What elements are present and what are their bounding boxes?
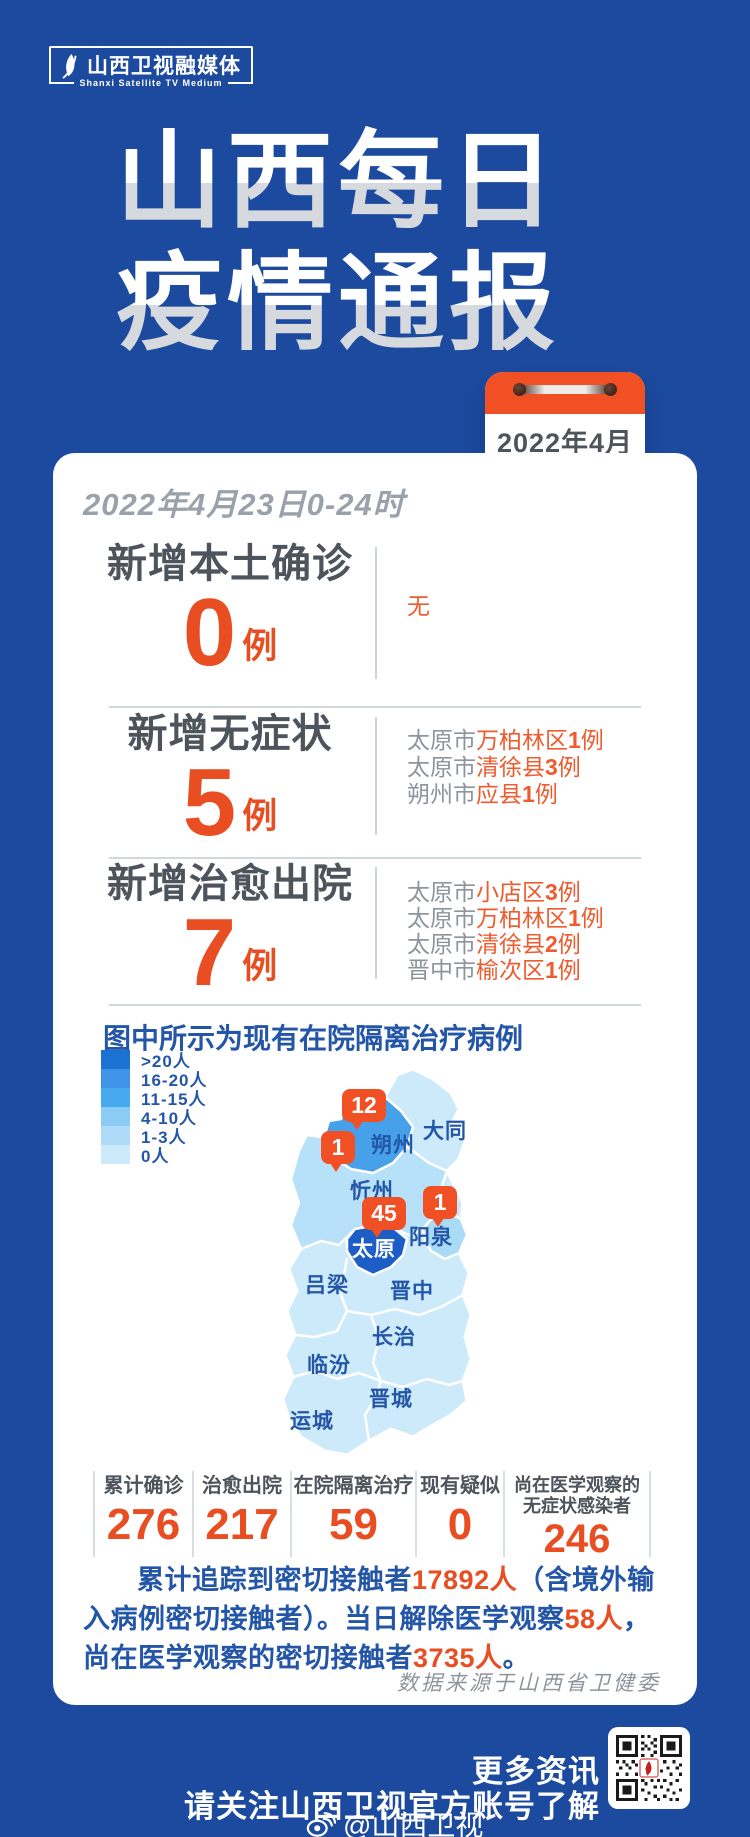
section-label: 新增本土确诊 [107,542,353,586]
section-new-local-confirmed: 新增本土确诊 0 例 无 [85,541,669,693]
legend-item: 11-15人 [101,1088,207,1109]
summary-stats-row: 累计确诊 276 治愈出院 217 在院隔离治疗 59 现有疑似 0 尚在医学观… [93,1471,651,1561]
map-legend: >20人 16-20人 11-15人 4-10人 1-3人 0人 [101,1050,207,1166]
report-card: 2022年4月23日0-24时 新增本土确诊 0 例 无 新增无症状 5 [53,453,697,1705]
divider-line [227,82,253,84]
count-value: 0 [182,579,237,686]
footer-more-info: 更多资讯 [472,1754,600,1789]
map-label-shuozhou: 朔州 [371,1134,415,1157]
map-label-changzhi: 长治 [372,1326,416,1349]
detail-line: 太原市万柏林区1例 [407,905,604,931]
stat-recovered: 治愈出院 217 [192,1471,290,1557]
stat-asymptomatic-under-observation: 尚在医学观察的 无症状感染者 246 [503,1471,651,1561]
poster-title-line1: 山西每日 [116,123,560,241]
divider-line [49,82,75,84]
count-value: 5 [182,749,237,856]
map-badge-yangquan: 1 [423,1186,457,1227]
section-divider [109,1004,641,1006]
qr-code [608,1727,690,1809]
detail-line: 晋中市榆次区1例 [407,957,581,983]
leaf-logo-icon [61,53,80,79]
footer-weibo-handle: @山西卫视 [306,1804,483,1837]
station-logo-subtitle: Shanxi Satellite TV Medium [49,78,253,88]
legend-swatch [101,1126,130,1145]
count-unit: 例 [242,797,278,837]
detail-line: 太原市清徐县2例 [407,931,581,957]
section-count: 7 例 [85,899,375,1006]
stat-in-hospital: 在院隔离治疗 59 [290,1471,415,1557]
stat-suspected: 现有疑似 0 [415,1471,503,1557]
detail-line: 太原市清徐县3例 [407,754,581,780]
legend-swatch [101,1145,130,1164]
detail-line: 太原市万柏林区1例 [407,727,604,753]
stat-value: 59 [329,1500,378,1549]
station-logo-text: 山西卫视融媒体 [87,54,241,78]
vertical-divider [375,867,377,979]
section-label: 新增无症状 [127,712,333,756]
map-label-linfen: 临汾 [307,1354,351,1377]
legend-item: 4-10人 [101,1107,207,1128]
detail-line: 无 [407,593,430,619]
stat-value: 0 [447,1500,473,1549]
count-unit: 例 [242,627,278,667]
calendar-binding-rod [513,383,617,396]
legend-item: >20人 [101,1050,207,1071]
legend-swatch [101,1050,130,1069]
detail-line: 朔州市应县1例 [407,781,558,807]
map-label-jinzhong: 晋中 [390,1280,434,1303]
map-label-datong: 大同 [423,1120,467,1143]
weibo-icon [306,1811,336,1837]
stat-value: 217 [205,1500,279,1549]
section-divider [109,857,641,859]
legend-item: 0人 [101,1145,207,1166]
section-divider [109,706,641,708]
stat-value: 276 [106,1500,181,1549]
count-unit: 例 [242,947,278,987]
section-new-recovered: 新增治愈出院 7 例 太原市小店区3例 太原市万柏林区1例 太原市清徐县2例 晋… [85,861,669,1001]
map-badge-shuozhou: 12 [342,1089,386,1130]
map-caption: 图中所示为现有在院隔离治疗病例 [103,1023,524,1054]
close-contacts-paragraph: 累计追踪到密切接触者17892人（含境外输入病例密切接触者）。当日解除医学观察5… [83,1565,655,1673]
stat-cumulative-confirmed: 累计确诊 276 [93,1471,192,1557]
legend-swatch [101,1088,130,1107]
station-logo: 山西卫视融媒体 [49,46,253,84]
vertical-divider [375,717,377,835]
legend-swatch [101,1069,130,1088]
map-label-yangquan: 阳泉 [409,1226,453,1249]
section-label: 新增治愈出院 [107,862,353,906]
legend-swatch [101,1107,130,1126]
shanxi-province-map: 朔州 大同 忻州 阳泉 太原 吕梁 晋中 长治 临汾 晋城 运城 12 1 45… [237,1063,487,1458]
legend-item: 1-3人 [101,1126,207,1147]
legend-item: 16-20人 [101,1069,207,1090]
map-label-jincheng: 晋城 [369,1388,413,1411]
detail-line: 太原市小店区3例 [407,879,581,905]
vertical-divider [375,547,377,679]
map-inner-borders [291,1257,465,1443]
count-value: 7 [182,899,237,1006]
map-label-taiyuan: 太原 [352,1238,396,1261]
section-count: 5 例 [85,749,375,856]
stat-value: 246 [543,1517,611,1561]
poster-title-line2: 疫情通报 [116,245,560,363]
map-label-yuncheng: 运城 [290,1410,334,1433]
data-source-note: 数据来源于山西省卫健委 [397,1671,661,1695]
section-count: 0 例 [85,579,375,686]
qr-center-leaf-logo [645,1761,652,1776]
map-label-lvliang: 吕梁 [305,1274,349,1297]
map-badge-taiyuan: 45 [362,1197,406,1238]
footer-follow-text: 请关注山西卫视官方账号了解 [184,1789,600,1824]
report-period: 2022年4月23日0-24时 [83,487,405,522]
map-badge-xinzhou: 1 [321,1131,355,1172]
section-new-asymptomatic: 新增无症状 5 例 太原市万柏林区1例 太原市清徐县3例 朔州市应县1例 [85,711,669,851]
